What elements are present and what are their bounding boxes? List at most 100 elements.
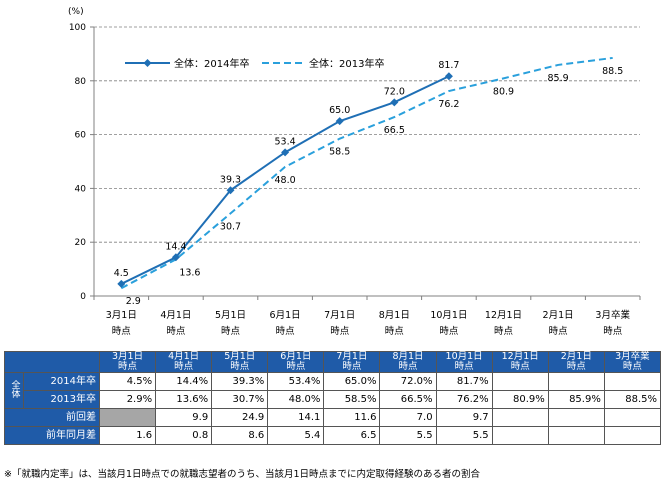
data-point-2014 [281, 148, 290, 157]
data-table: 3月1日 時点 4月1日 時点 5月1日 時点 6月1日 時点 7月1日 時点 8月1日 時点 10月1… [4, 351, 662, 445]
table-cell [491, 408, 549, 427]
data-label-2014: 14.4 [165, 241, 186, 252]
table-cell: 1.6 [98, 426, 157, 445]
table-cell: 58.5% [323, 390, 381, 409]
table-cell: 4.5% [98, 372, 157, 391]
table-row: 2013年卒 2.9% 13.6% 30.7% 48.0% 58.5% 66.5% 76.2%… [5, 390, 662, 409]
x-tick-label-line: 4月1日 [160, 310, 191, 321]
x-tick-label-line: 時点 [549, 326, 569, 337]
x-tick-label-line: 10月1日 [430, 310, 467, 321]
table-cell: 72.0% [379, 372, 437, 391]
y-tick-label: 100 [69, 23, 86, 33]
data-point-2014 [390, 98, 399, 107]
table-cell: 7.0 [379, 408, 437, 427]
table-cell: 0.8 [155, 426, 213, 445]
table-column-header: 3月卒業 時点 [603, 351, 662, 373]
table-cell [491, 372, 549, 391]
data-label-2014: 4.5 [114, 268, 129, 279]
y-tick-label: 80 [75, 77, 87, 87]
data-label-2013: 58.5 [329, 147, 350, 158]
data-label-2014: 72.0 [384, 86, 405, 97]
series-group [117, 56, 613, 290]
table-cell: 14.4% [155, 372, 213, 391]
series-line-2013 [120, 56, 613, 290]
x-tick-label: 7月1日時点 [324, 310, 355, 337]
x-tick-label-line: 時点 [276, 326, 296, 337]
data-point-2014 [335, 117, 344, 126]
table-cell: 80.9% [491, 390, 549, 409]
y-axis-ticks: 0 20 40 60 80 100 [69, 23, 94, 302]
data-label-2013: 13.6 [179, 267, 200, 278]
table-column-header: 8月1日 時点 [379, 351, 437, 373]
x-tick-label: 3月1日時点 [106, 310, 137, 337]
table-cell [603, 426, 662, 445]
x-tick-label-line: 時点 [166, 326, 186, 337]
table-column-header: 7月1日 時点 [323, 351, 381, 373]
y-tick-label: 60 [75, 131, 87, 141]
data-label-2013: 76.2 [438, 99, 459, 110]
table-cell [603, 372, 662, 391]
table-cell [547, 426, 605, 445]
data-label-2013: 88.5 [602, 66, 623, 77]
table-column-header: 12月1日 時点 [491, 351, 549, 373]
table-column-header: 6月1日 時点 [267, 351, 325, 373]
x-tick-label: 4月1日時点 [160, 310, 191, 337]
table-cell [603, 408, 662, 427]
y-tick-label: 20 [75, 238, 87, 248]
table-cell [547, 372, 605, 391]
grid-lines [94, 26, 640, 243]
x-tick-label-line: 時点 [439, 326, 459, 337]
y-axis-unit: (%) [68, 7, 84, 17]
table-cell: 66.5% [379, 390, 437, 409]
footnote: ※「就職内定率」は、当該月1日時点での就職志望者のうち、当該月1日時点までに内定… [4, 469, 481, 480]
x-tick-label-line: 時点 [385, 326, 405, 337]
x-tick-label: 3月卒業時点 [595, 309, 630, 337]
table-row: 前年同月差 1.6 0.8 8.6 5.4 6.5 5.5 5.5 [4, 426, 662, 445]
legend-label-2014: 全体：2014年卒 [174, 57, 249, 70]
table-cell: 53.4% [267, 372, 325, 391]
x-tick-label: 5月1日時点 [215, 310, 246, 337]
x-tick-label-line: 8月1日 [379, 310, 410, 321]
data-label-2013: 48.0 [275, 175, 296, 186]
x-tick-label-line: 時点 [494, 326, 514, 337]
table-cell: 30.7% [211, 390, 269, 409]
table-cell: 81.7% [435, 372, 493, 391]
table-column-header: 10月1日 時点 [435, 351, 493, 373]
table-cell: 13.6% [155, 390, 213, 409]
table-cell: 5.4 [267, 426, 325, 445]
table-cell: 6.5 [323, 426, 381, 445]
table-cell [98, 408, 157, 427]
data-label-2014: 53.4 [275, 136, 296, 147]
table-cell: 76.2% [435, 390, 493, 409]
x-tick-label-line: 3月1日 [106, 310, 137, 321]
data-point-2014 [171, 253, 180, 262]
table-cell: 24.9 [211, 408, 269, 427]
x-tick-label: 6月1日時点 [270, 310, 301, 337]
x-tick-label-line: 12月1日 [485, 310, 522, 321]
data-label-2013: 80.9 [493, 86, 514, 97]
table-cell: 48.0% [267, 390, 325, 409]
x-tick-label-line: 時点 [112, 326, 132, 337]
table-row-label: 前年同月差 [4, 426, 100, 445]
table-column-header: 4月1日 時点 [155, 351, 213, 373]
data-label-2013: 30.7 [220, 221, 241, 232]
data-labels: 4.5 14.4 39.3 53.4 65.0 72.0 81.7 2.9 13.6 30.7 48… [114, 60, 624, 307]
table-cell: 8.6 [211, 426, 269, 445]
table-cell: 9.9 [155, 408, 213, 427]
data-point-2014 [226, 186, 235, 195]
x-tick-label: 2月1日時点 [543, 310, 574, 337]
x-tick-label-line: 6月1日 [270, 310, 301, 321]
table-cell: 11.6 [323, 408, 381, 427]
table-row: 前回差 9.9 24.9 14.1 11.6 7.0 9.7 [4, 408, 662, 427]
data-label-2014: 65.0 [329, 105, 350, 116]
data-label-2013: 66.5 [384, 125, 405, 136]
x-tick-label-line: 3月卒業 [595, 309, 630, 321]
legend-label-2013: 全体：2013年卒 [309, 57, 384, 70]
table-cell: 85.9% [547, 390, 605, 409]
data-label-2013: 2.9 [126, 296, 141, 307]
table-row-label: 前回差 [4, 408, 100, 427]
x-axis-ticks: 3月1日時点4月1日時点5月1日時点6月1日時点7月1日時点8月1日時点10月1… [93, 296, 641, 337]
table-row: 全体 2014年卒 4.5% 14.4% 39.3% 53.4% 65.0% 72.0% 81.… [4, 372, 662, 409]
y-tick-label: 40 [75, 184, 87, 194]
table-cell: 5.5 [435, 426, 493, 445]
